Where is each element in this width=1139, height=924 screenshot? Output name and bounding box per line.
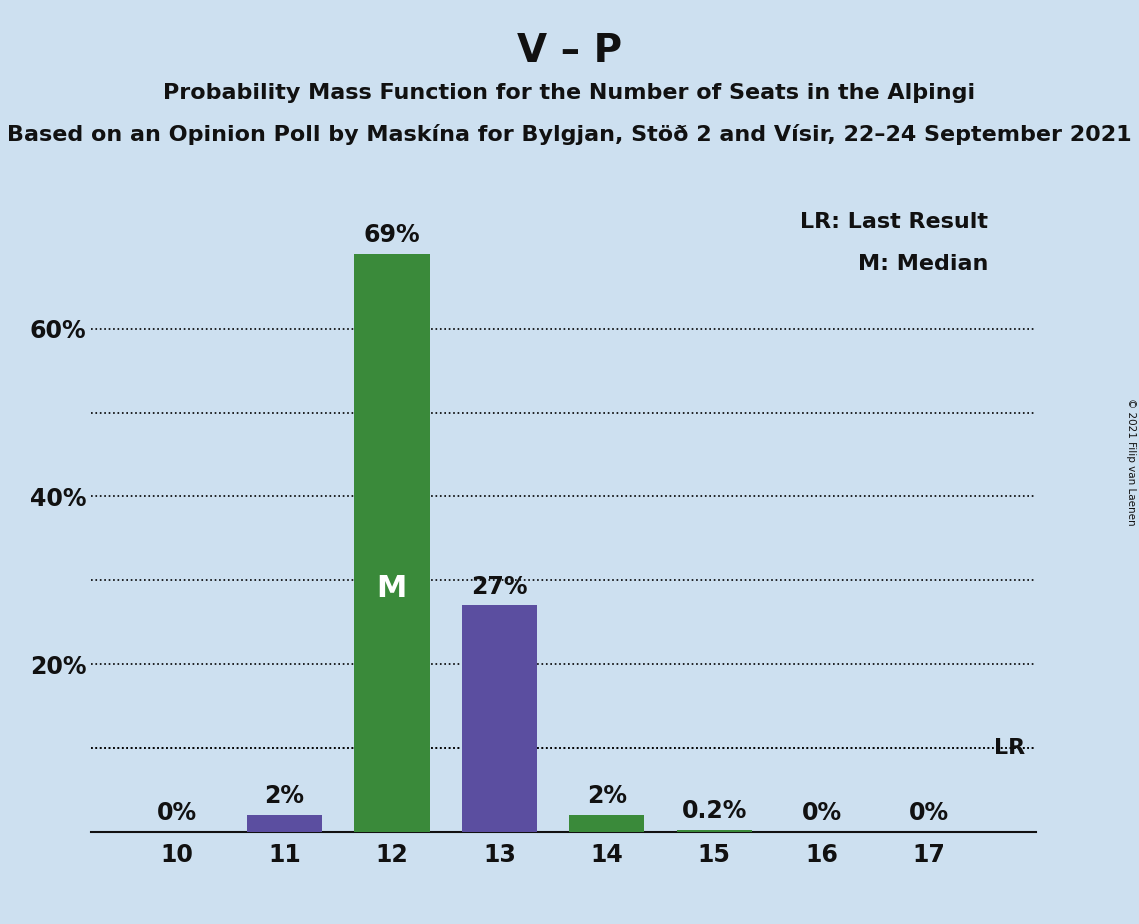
Text: LR: Last Result: LR: Last Result xyxy=(800,212,989,232)
Text: 69%: 69% xyxy=(363,223,420,247)
Text: V – P: V – P xyxy=(517,32,622,70)
Text: M: M xyxy=(377,575,407,603)
Bar xyxy=(354,253,429,832)
Bar xyxy=(247,815,322,832)
Text: LR: LR xyxy=(993,738,1025,758)
Bar xyxy=(570,815,645,832)
Text: 2%: 2% xyxy=(264,784,304,808)
Text: 0%: 0% xyxy=(909,801,949,825)
Text: 27%: 27% xyxy=(472,575,527,599)
Bar xyxy=(461,605,536,832)
Bar xyxy=(677,830,752,832)
Text: © 2021 Filip van Laenen: © 2021 Filip van Laenen xyxy=(1126,398,1136,526)
Text: M: Median: M: Median xyxy=(858,253,989,274)
Text: Based on an Opinion Poll by Maskína for Bylgjan, Stöð 2 and Vísir, 22–24 Septemb: Based on an Opinion Poll by Maskína for … xyxy=(7,124,1132,145)
Text: 2%: 2% xyxy=(587,784,626,808)
Text: Probability Mass Function for the Number of Seats in the Alþingi: Probability Mass Function for the Number… xyxy=(163,83,976,103)
Text: 0%: 0% xyxy=(802,801,842,825)
Text: 0%: 0% xyxy=(157,801,197,825)
Text: 0.2%: 0.2% xyxy=(681,799,747,823)
